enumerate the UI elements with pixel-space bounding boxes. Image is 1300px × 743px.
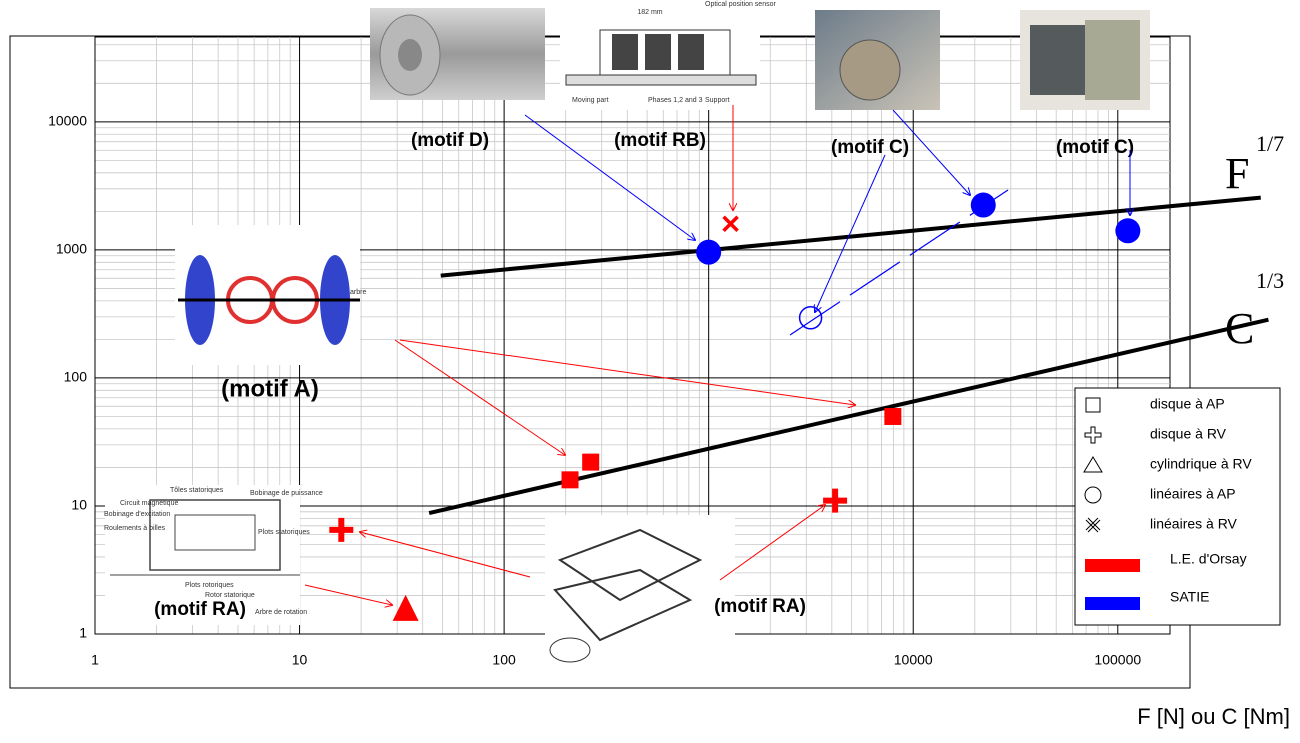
illustration-motif-a: arbre (motif A): [175, 225, 366, 402]
legend-swatch: [1085, 597, 1140, 610]
legend-symbol: [1084, 486, 1102, 504]
x-tick-label: 100000: [1094, 652, 1141, 668]
x-tick-label: 1: [91, 652, 99, 668]
marker-cross: [722, 215, 739, 232]
motif-label: (motif C): [1056, 137, 1134, 158]
x-tick-label: 100: [492, 652, 516, 668]
points: [329, 192, 1141, 621]
y-tick-label: 100: [64, 369, 88, 385]
marker-square: [582, 453, 600, 471]
image-text: Plots statoriques: [258, 529, 310, 536]
trend-label: C: [1225, 304, 1254, 353]
trend-exponent: 1/7: [1256, 131, 1284, 156]
marker-square: [884, 407, 902, 425]
legend-label: disque à RV: [1150, 426, 1227, 442]
trend-label: F: [1225, 149, 1249, 198]
image-text: Plots rotoriques: [185, 582, 234, 589]
image-text: Rotor statorique: [205, 592, 255, 599]
legend-swatch: [1085, 559, 1140, 572]
legend-symbol: [1084, 426, 1102, 444]
marker-plus: [823, 488, 848, 513]
image-text: Moving part: [572, 97, 609, 104]
motif-label: (motif D): [411, 130, 489, 151]
marker-circle: [970, 192, 996, 218]
x-axis-title: F [N] ou C [Nm]: [1137, 704, 1290, 729]
motif-label: (motif RA): [154, 599, 246, 620]
image-text: Circuit magnétique: [120, 500, 178, 507]
illustration-motif-rb: 182 mm Optical position sensor Moving pa…: [560, 1, 776, 151]
arrows: [304, 105, 1130, 605]
x-tick-label: 10000: [894, 652, 933, 668]
x-tick-label: 10: [292, 652, 308, 668]
legend-label: cylindrique à RV: [1150, 456, 1252, 472]
legend-label: disque à AP: [1150, 396, 1225, 412]
marker-square: [561, 471, 579, 489]
motif-label: (motif C): [831, 137, 909, 158]
marker-open-circle: [798, 306, 823, 330]
y-tick-label: 1000: [56, 241, 87, 257]
illustration-motif-d: (motif D): [370, 8, 545, 151]
image-text: Arbre de rotation: [255, 609, 307, 616]
image-text: Bobinage d'excitation: [104, 511, 170, 518]
illustration-motif-c2: (motif C): [1020, 10, 1150, 158]
motif-label: (motif A): [221, 375, 319, 402]
illustration-motif-c1: (motif C): [815, 10, 940, 158]
legend-label: SATIE: [1170, 589, 1209, 605]
legend-symbol: [1083, 456, 1103, 473]
legend-label: L.E. d'Orsay: [1170, 551, 1247, 567]
dashed-guide: [789, 189, 1009, 336]
y-tick-label: 1: [79, 625, 87, 641]
image-text: Phases 1,2 and 3: [648, 97, 703, 104]
marker-triangle: [392, 594, 419, 621]
marker-circle: [696, 239, 722, 265]
trend-exponent: 1/3: [1256, 268, 1284, 293]
marker-plus: [329, 517, 354, 542]
image-text: Bobinage de puissance: [250, 490, 323, 497]
image-text: Support: [705, 97, 730, 104]
image-text: arbre: [350, 289, 366, 296]
legend-label: linéaires à AP: [1150, 486, 1236, 502]
image-text: 182 mm: [637, 9, 662, 16]
image-text: Roulements à billes: [104, 525, 166, 532]
illustration-motif-ra2: (motif RA): [545, 515, 806, 675]
y-tick-label: 10: [71, 497, 87, 513]
motif-label: (motif RB): [614, 130, 706, 151]
legend-symbol: [1085, 397, 1101, 413]
illustration-motif-ra1: Tôles statoriques Bobinage de puissance …: [104, 485, 323, 625]
legend: disque à AP disque à RV cylindrique à RV li…: [1074, 387, 1281, 626]
trend-line: [440, 195, 1261, 278]
motif-label: (motif RA): [714, 596, 806, 617]
image-text: Tôles statoriques: [170, 487, 224, 494]
image-text: Optical position sensor: [705, 1, 776, 8]
marker-circle: [1115, 218, 1141, 244]
y-tick-label: 10000: [48, 113, 87, 129]
legend-symbol: [1085, 517, 1101, 533]
legend-label: linéaires à RV: [1150, 516, 1238, 532]
